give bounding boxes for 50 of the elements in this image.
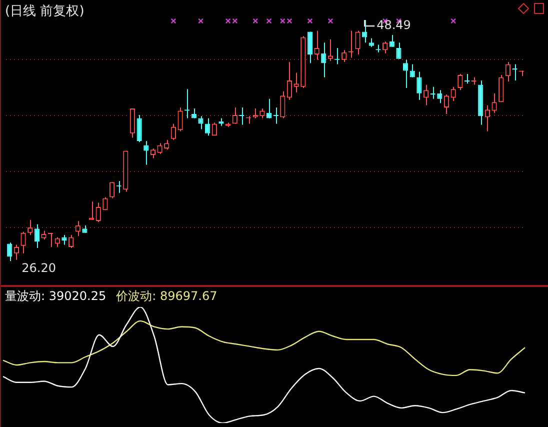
- candlestick: [205, 118, 210, 136]
- candlestick: [198, 116, 204, 130]
- candlestick: [321, 42, 326, 78]
- text: 价波动: 89697.67: [116, 288, 218, 304]
- candlestick: [416, 71, 422, 100]
- candlestick: [437, 90, 442, 104]
- candlestick: [68, 234, 74, 249]
- candlestick: [314, 30, 320, 60]
- candlestick: [396, 42, 402, 60]
- candlestick: [423, 84, 429, 106]
- candlestick: [20, 231, 26, 254]
- candlestick: [150, 148, 156, 159]
- candlestick: [157, 142, 162, 154]
- annotation: 48.49: [376, 18, 411, 32]
- candlestick: [498, 74, 504, 103]
- candlestick: [102, 196, 108, 211]
- candlestick: [178, 106, 183, 132]
- candlestick: [62, 234, 67, 246]
- candlestick: [505, 62, 510, 82]
- chart-title: (日线 前复权): [5, 3, 84, 20]
- text: 量波动: 39020.25: [5, 288, 106, 304]
- candlestick: [484, 104, 490, 132]
- candlestick: [266, 98, 272, 119]
- candlestick: [28, 219, 33, 236]
- candlestick: [7, 242, 12, 262]
- candlestick: [109, 182, 115, 199]
- candlestick: [34, 224, 40, 249]
- candlestick: [212, 122, 217, 136]
- candlestick: [260, 108, 265, 119]
- candlestick: [355, 30, 360, 55]
- candlestick: [286, 62, 292, 100]
- candlestick: [170, 123, 176, 140]
- candlestick: [96, 202, 101, 223]
- text: 26.20: [22, 261, 56, 276]
- candlestick: [410, 64, 415, 78]
- candlestick: [164, 139, 170, 150]
- candlestick: [75, 220, 80, 237]
- candlestick: [458, 73, 463, 91]
- candlestick: [450, 86, 456, 102]
- candlestick: [280, 90, 286, 119]
- candlestick: [402, 59, 408, 89]
- candlestick: [328, 38, 334, 62]
- candlestick: [294, 72, 299, 93]
- candlestick: [130, 108, 136, 138]
- candlestick: [464, 73, 470, 84]
- candlestick: [136, 114, 142, 143]
- candlestick: [444, 94, 450, 114]
- candlestick: [492, 92, 497, 114]
- candlestick: [307, 31, 313, 64]
- candlestick: [232, 106, 238, 124]
